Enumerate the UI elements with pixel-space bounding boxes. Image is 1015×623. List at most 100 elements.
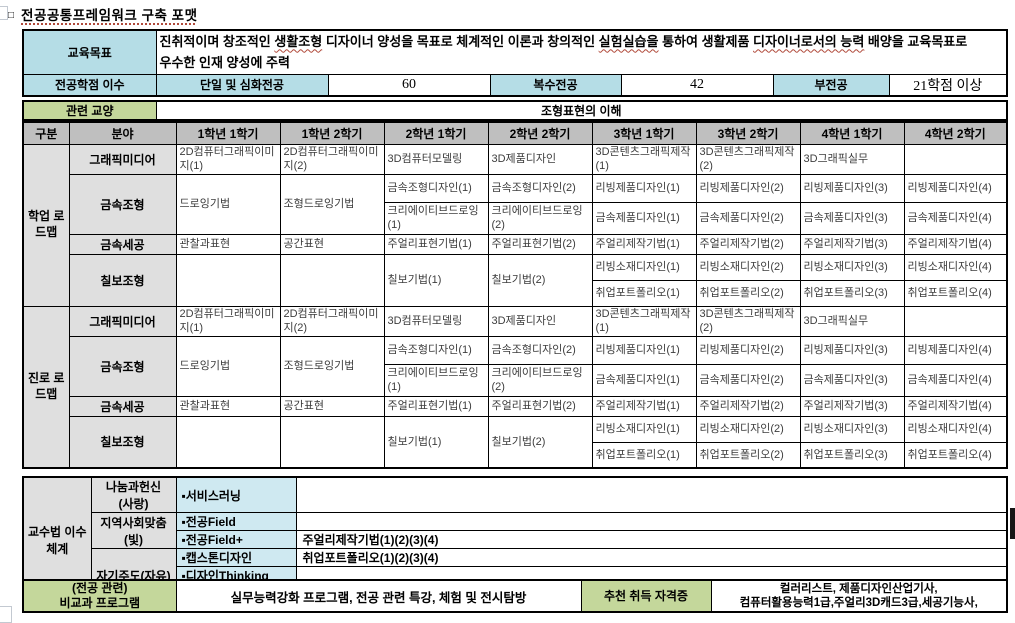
goal-segment: 통하여 생활제품 <box>658 34 754 50</box>
area-label: 금속세공 <box>68 395 177 417</box>
goal-segment-spellcheck: 생활조형 <box>274 34 323 50</box>
course-cell: 주얼리표현기법(1) <box>383 233 489 255</box>
course-cell: 크리에이티브드로잉(1) <box>383 363 489 397</box>
course-cell: 칠보기법(2) <box>487 253 593 307</box>
course-cell: 칠보기법(2) <box>487 415 593 469</box>
area-label: 그래픽미디어 <box>68 305 177 337</box>
course-cell: 주얼리제작기법(4) <box>903 233 1008 255</box>
course-cell: 크리에이티브드로잉(1) <box>383 201 489 235</box>
course-cell: 주얼리제작기법(3) <box>799 395 905 417</box>
course-cell: 칠보기법(1) <box>383 415 489 469</box>
area-label: 금속조형 <box>68 173 177 235</box>
credit-value-single: 60 <box>327 73 491 96</box>
course-cell: 주얼리표현기법(2) <box>487 395 593 417</box>
certificates-line2: 컴퓨터활용능력1급,주얼리3D캐드3급,세공기능사, <box>739 597 978 609</box>
course-cell: 금속제품디자인(1) <box>591 363 697 397</box>
credit-value-double: 42 <box>620 73 774 96</box>
course-cell: 취업포트폴리오(2) <box>695 279 801 307</box>
course-cell: 금속조형디자인(2) <box>487 335 593 365</box>
credit-type-double: 복수전공 <box>489 73 622 96</box>
course-cell: 리빙소재디자인(4) <box>903 415 1008 443</box>
extracurricular-label-line2: 비교과 프로그램 <box>59 596 141 610</box>
credit-type-single: 단일 및 심화전공 <box>155 73 329 96</box>
course-cell: 리빙소재디자인(2) <box>695 415 801 443</box>
course-cell: 조형드로잉기법 <box>279 335 385 397</box>
page-title-text: 전공공통프레임워크 구축 포맷 <box>21 8 198 23</box>
liberal-arts-value: 조형표현의 이해 <box>155 100 1008 121</box>
header-sem-3-1: 3학년 1학기 <box>591 121 697 145</box>
section-label-career: 진로 로드맵 <box>22 305 70 469</box>
course-cell <box>903 143 1008 175</box>
credit-type-minor: 부전공 <box>772 73 890 96</box>
teaching-item: ▪전공Field+ <box>175 530 297 549</box>
course-cell <box>175 415 281 469</box>
teaching-content: 취업포트폴리오(1)(2)(3)(4) <box>295 548 1008 567</box>
roadmap-table: 구분 분야 1학년 1학기 1학년 2학기 2학년 1학기 2학년 2학기 3학… <box>22 121 1008 469</box>
course-cell: 금속제품디자인(4) <box>903 201 1008 235</box>
header-bunya: 분야 <box>68 121 177 145</box>
header-gubun: 구분 <box>22 121 70 145</box>
teaching-content <box>295 476 1008 513</box>
course-cell: 2D컴퓨터그래픽이미지(2) <box>279 305 385 337</box>
course-cell: 리빙제품디자인(1) <box>591 335 697 365</box>
course-cell: 공간표현 <box>279 395 385 417</box>
course-cell: 리빙제품디자인(4) <box>903 173 1008 203</box>
editor-handle-bottom-left <box>0 606 12 623</box>
course-cell: 리빙소재디자인(1) <box>591 253 697 281</box>
course-cell: 금속제품디자인(4) <box>903 363 1008 397</box>
course-cell: 취업포트폴리오(3) <box>799 441 905 469</box>
extracurricular-table: (전공 관련) 비교과 프로그램 실무능력강화 프로그램, 전공 관련 특강, … <box>22 579 1008 613</box>
course-cell: 주얼리표현기법(1) <box>383 395 489 417</box>
course-cell: 리빙소재디자인(3) <box>799 415 905 443</box>
scroll-thumb[interactable] <box>1010 508 1015 539</box>
course-cell: 3D제품디자인 <box>487 305 593 337</box>
teaching-item: ▪서비스러닝 <box>175 476 297 513</box>
goal-segment: 배양을 교육목표로 우수한 인재 양성에 주력 <box>159 34 968 71</box>
square-bullet-icon: □ <box>8 10 15 21</box>
course-cell: 2D컴퓨터그래픽이미지(2) <box>279 143 385 175</box>
course-cell <box>903 305 1008 337</box>
course-cell: 리빙제품디자인(3) <box>799 335 905 365</box>
area-label: 칠보조형 <box>68 415 177 469</box>
course-cell: 주얼리제작기법(2) <box>695 233 801 255</box>
course-cell: 관찰과표현 <box>175 395 281 417</box>
course-cell: 3D컴퓨터모델링 <box>383 143 489 175</box>
course-cell: 리빙제품디자인(2) <box>695 173 801 203</box>
area-label: 금속세공 <box>68 233 177 255</box>
course-cell: 3D콘텐츠그래픽제작(1) <box>591 305 697 337</box>
course-cell: 3D제품디자인 <box>487 143 593 175</box>
section-label-academic: 학업 로드맵 <box>22 143 70 307</box>
page-title: □ 전공공통프레임워크 구축 포맷 <box>8 4 198 24</box>
liberal-arts-label: 관련 교양 <box>22 100 157 121</box>
course-cell: 관찰과표현 <box>175 233 281 255</box>
course-cell: 금속제품디자인(3) <box>799 201 905 235</box>
header-sem-2-1: 2학년 1학기 <box>383 121 489 145</box>
course-cell: 금속제품디자인(3) <box>799 363 905 397</box>
credits-label: 전공학점 이수 <box>22 73 157 96</box>
course-cell: 드로잉기법 <box>175 335 281 397</box>
header-sem-1-2: 1학년 2학기 <box>279 121 385 145</box>
course-cell: 취업포트폴리오(4) <box>903 441 1008 469</box>
course-cell: 조형드로잉기법 <box>279 173 385 235</box>
course-cell: 리빙소재디자인(1) <box>591 415 697 443</box>
course-cell: 리빙소재디자인(4) <box>903 253 1008 281</box>
course-cell: 3D콘텐츠그래픽제작(1) <box>591 143 697 175</box>
teaching-group-community: 지역사회맞춤(빛) <box>90 512 177 549</box>
course-cell: 리빙소재디자인(2) <box>695 253 801 281</box>
certificates-label: 추천 취득 자격증 <box>580 579 712 613</box>
course-cell: 3D그래픽실무 <box>799 305 905 337</box>
header-sem-3-2: 3학년 2학기 <box>695 121 801 145</box>
teaching-item: ▪전공Field <box>175 512 297 531</box>
header-sem-4-1: 4학년 1학기 <box>799 121 905 145</box>
education-goal-text: 진취적이며 창조적인 생활조형 디자이너 양성을 목표로 체계적인 이론과 창의… <box>155 29 1008 75</box>
course-cell <box>279 253 385 307</box>
teaching-content: 주얼리제작기법(1)(2)(3)(4) <box>295 530 1008 549</box>
goal-segment: 진취적이며 창조적인 <box>159 34 275 50</box>
goal-segment-spellcheck: 실험실습을 <box>598 34 659 50</box>
course-cell: 주얼리제작기법(3) <box>799 233 905 255</box>
course-cell: 리빙소재디자인(3) <box>799 253 905 281</box>
course-cell: 3D컴퓨터모델링 <box>383 305 489 337</box>
course-cell <box>279 415 385 469</box>
course-cell: 금속조형디자인(1) <box>383 173 489 203</box>
extracurricular-label-line1: (전공 관련) <box>72 581 128 595</box>
